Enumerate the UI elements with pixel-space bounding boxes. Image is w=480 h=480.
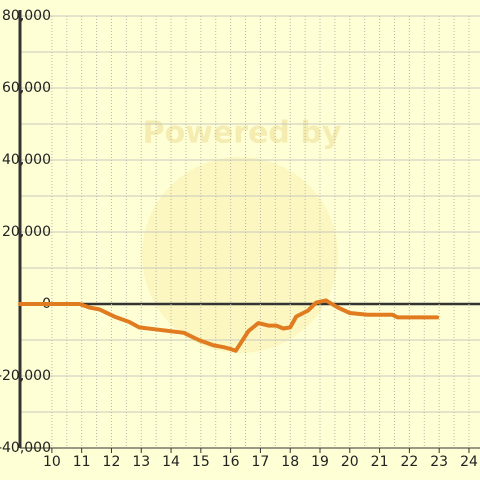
y-tick-label: 20,000 bbox=[2, 224, 51, 240]
x-tick-label: 11 bbox=[73, 454, 91, 470]
x-tick-label: 13 bbox=[132, 454, 150, 470]
data-line bbox=[18, 298, 440, 353]
watermark-logo bbox=[142, 157, 338, 353]
x-tick-label: 12 bbox=[103, 454, 121, 470]
y-tick-label: 40,000 bbox=[2, 152, 51, 168]
y-tick-label: 60,000 bbox=[2, 80, 51, 96]
x-tick-label: 17 bbox=[252, 454, 270, 470]
x-tick-label: 18 bbox=[281, 454, 299, 470]
x-tick-label: 16 bbox=[222, 454, 240, 470]
x-tick-label: 20 bbox=[341, 454, 359, 470]
y-tick-label: 80,000 bbox=[2, 8, 51, 24]
x-tick-label: 19 bbox=[311, 454, 329, 470]
x-tick-label: 21 bbox=[371, 454, 389, 470]
x-tick-label: 24 bbox=[460, 454, 478, 470]
watermark: Powered by bbox=[143, 116, 342, 151]
x-tick-label: 15 bbox=[192, 454, 210, 470]
x-tick-label: 23 bbox=[430, 454, 448, 470]
x-tick-label: 14 bbox=[162, 454, 180, 470]
y-tick-label: -20,000 bbox=[0, 368, 51, 384]
x-tick-label: 10 bbox=[43, 454, 61, 470]
x-tick-label: 22 bbox=[400, 454, 418, 470]
